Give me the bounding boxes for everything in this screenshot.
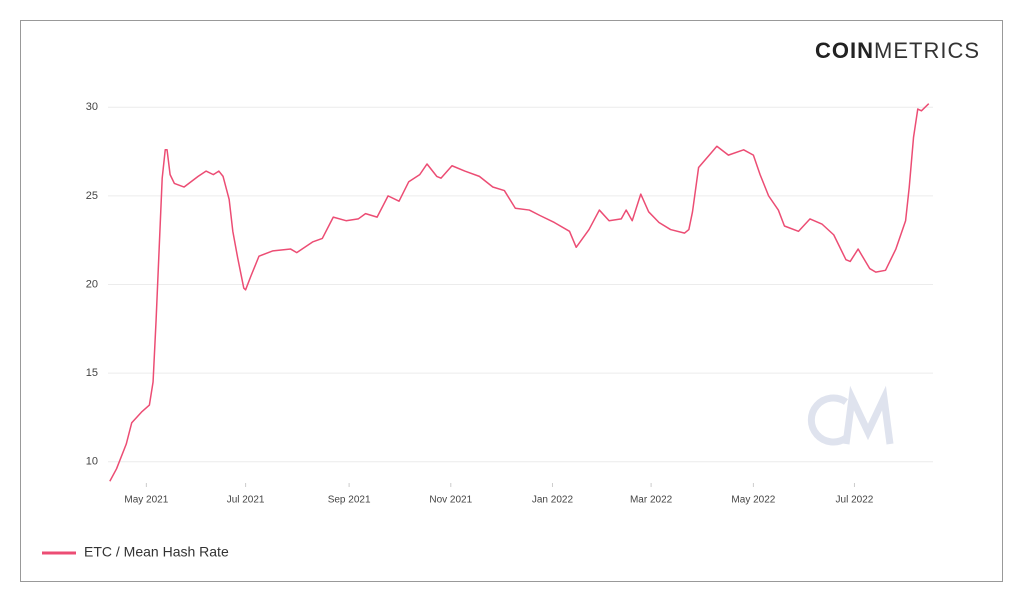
logo: COINMETRICS — [815, 38, 980, 63]
x-tick-label: May 2021 — [124, 495, 168, 506]
x-tick-label: May 2022 — [731, 495, 775, 506]
x-tick-label: Jul 2022 — [836, 495, 874, 506]
y-tick-label: 25 — [86, 190, 98, 202]
watermark-m — [842, 385, 894, 445]
x-tick-label: Jan 2022 — [532, 495, 574, 506]
x-tick-label: Sep 2021 — [328, 495, 371, 506]
watermark-c — [807, 394, 849, 446]
y-tick-label: 15 — [86, 367, 98, 379]
y-tick-label: 20 — [86, 278, 98, 290]
series-line — [109, 103, 930, 482]
legend-label: ETC / Mean Hash Rate — [84, 544, 229, 560]
y-tick-label: 10 — [86, 456, 98, 468]
y-tick-label: 30 — [86, 101, 98, 113]
watermark — [807, 385, 894, 446]
x-tick-label: Jul 2021 — [227, 495, 265, 506]
frame — [20, 20, 1003, 582]
logo-bold: COIN — [815, 38, 874, 63]
x-tick-label: Nov 2021 — [429, 495, 472, 506]
x-tick-label: Mar 2022 — [630, 495, 673, 506]
logo-light: METRICS — [874, 38, 980, 63]
